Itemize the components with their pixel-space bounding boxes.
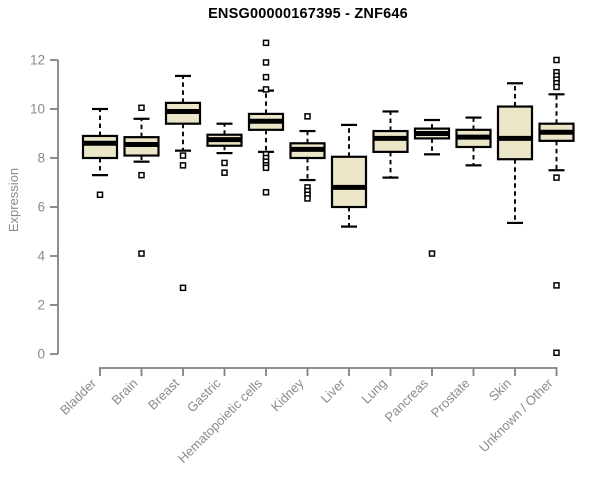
y-tick-label: 10 xyxy=(30,102,45,117)
boxplot-gastric xyxy=(206,122,243,176)
outlier-point xyxy=(262,39,270,47)
outlier-point xyxy=(179,152,187,159)
outlier-point xyxy=(262,73,270,81)
outlier-point xyxy=(553,349,560,357)
boxplot-skin xyxy=(496,82,534,225)
boxplot-unknown-other xyxy=(538,56,575,357)
y-tick-label: 2 xyxy=(37,298,45,313)
y-tick-label: 12 xyxy=(30,53,45,68)
boxplot-breast xyxy=(164,74,202,292)
x-tick-label: Prostate xyxy=(428,376,473,421)
outlier-point xyxy=(262,86,270,93)
boxplot-hematopoietic-cells xyxy=(247,39,285,196)
outlier-point xyxy=(96,191,104,198)
outlier-point xyxy=(221,159,228,167)
x-tick-label: Unknown / Other xyxy=(476,375,556,455)
x-tick-label: Kidney xyxy=(268,375,307,414)
x-tick-label: Brain xyxy=(109,376,141,408)
x-tick-label: Skin xyxy=(486,376,514,404)
x-tick-label: Lung xyxy=(359,376,390,407)
outlier-point xyxy=(179,162,187,169)
y-tick-label: 8 xyxy=(37,151,45,166)
outlier-point xyxy=(553,174,560,181)
x-tick-label: Gastric xyxy=(184,375,224,415)
boxplot-pancreas xyxy=(413,118,451,257)
outlier-point xyxy=(179,284,187,292)
x-tick-label: Pancreas xyxy=(382,375,432,425)
chart-title: ENSG00000167395 - ZNF646 xyxy=(208,6,408,22)
boxplot-liver xyxy=(330,123,368,228)
outlier-point xyxy=(138,250,145,257)
outlier-point xyxy=(138,104,145,112)
y-axis-label: Expression xyxy=(6,167,21,233)
boxplot-bladder xyxy=(81,107,119,198)
iqr-box xyxy=(330,155,368,209)
boxplot-brain xyxy=(123,104,160,257)
x-tick-label: Breast xyxy=(145,375,182,412)
iqr-box xyxy=(81,134,119,160)
outlier-point xyxy=(262,59,270,66)
outlier-point xyxy=(553,83,560,91)
y-tick-label: 6 xyxy=(37,200,45,215)
iqr-box xyxy=(496,105,534,161)
x-tick-label: Bladder xyxy=(57,375,100,418)
y-axis: 0 2 4 6 8 10 12 xyxy=(30,53,59,362)
boxplot-prostate xyxy=(455,116,492,167)
x-tick-label: Liver xyxy=(318,375,349,406)
outlier-point xyxy=(304,113,311,120)
iqr-box xyxy=(372,129,409,153)
outlier-point xyxy=(428,250,436,257)
outlier-point xyxy=(304,195,311,202)
outlier-point xyxy=(221,169,228,176)
outlier-point xyxy=(553,56,560,64)
outlier-point xyxy=(262,164,270,172)
outlier-point xyxy=(553,282,560,289)
boxplot-kidney xyxy=(289,113,326,202)
y-tick-label: 4 xyxy=(37,249,45,264)
outlier-point xyxy=(138,171,145,179)
y-tick-label: 0 xyxy=(37,347,45,362)
outlier-point xyxy=(262,189,270,196)
boxplot-lung xyxy=(372,110,409,179)
